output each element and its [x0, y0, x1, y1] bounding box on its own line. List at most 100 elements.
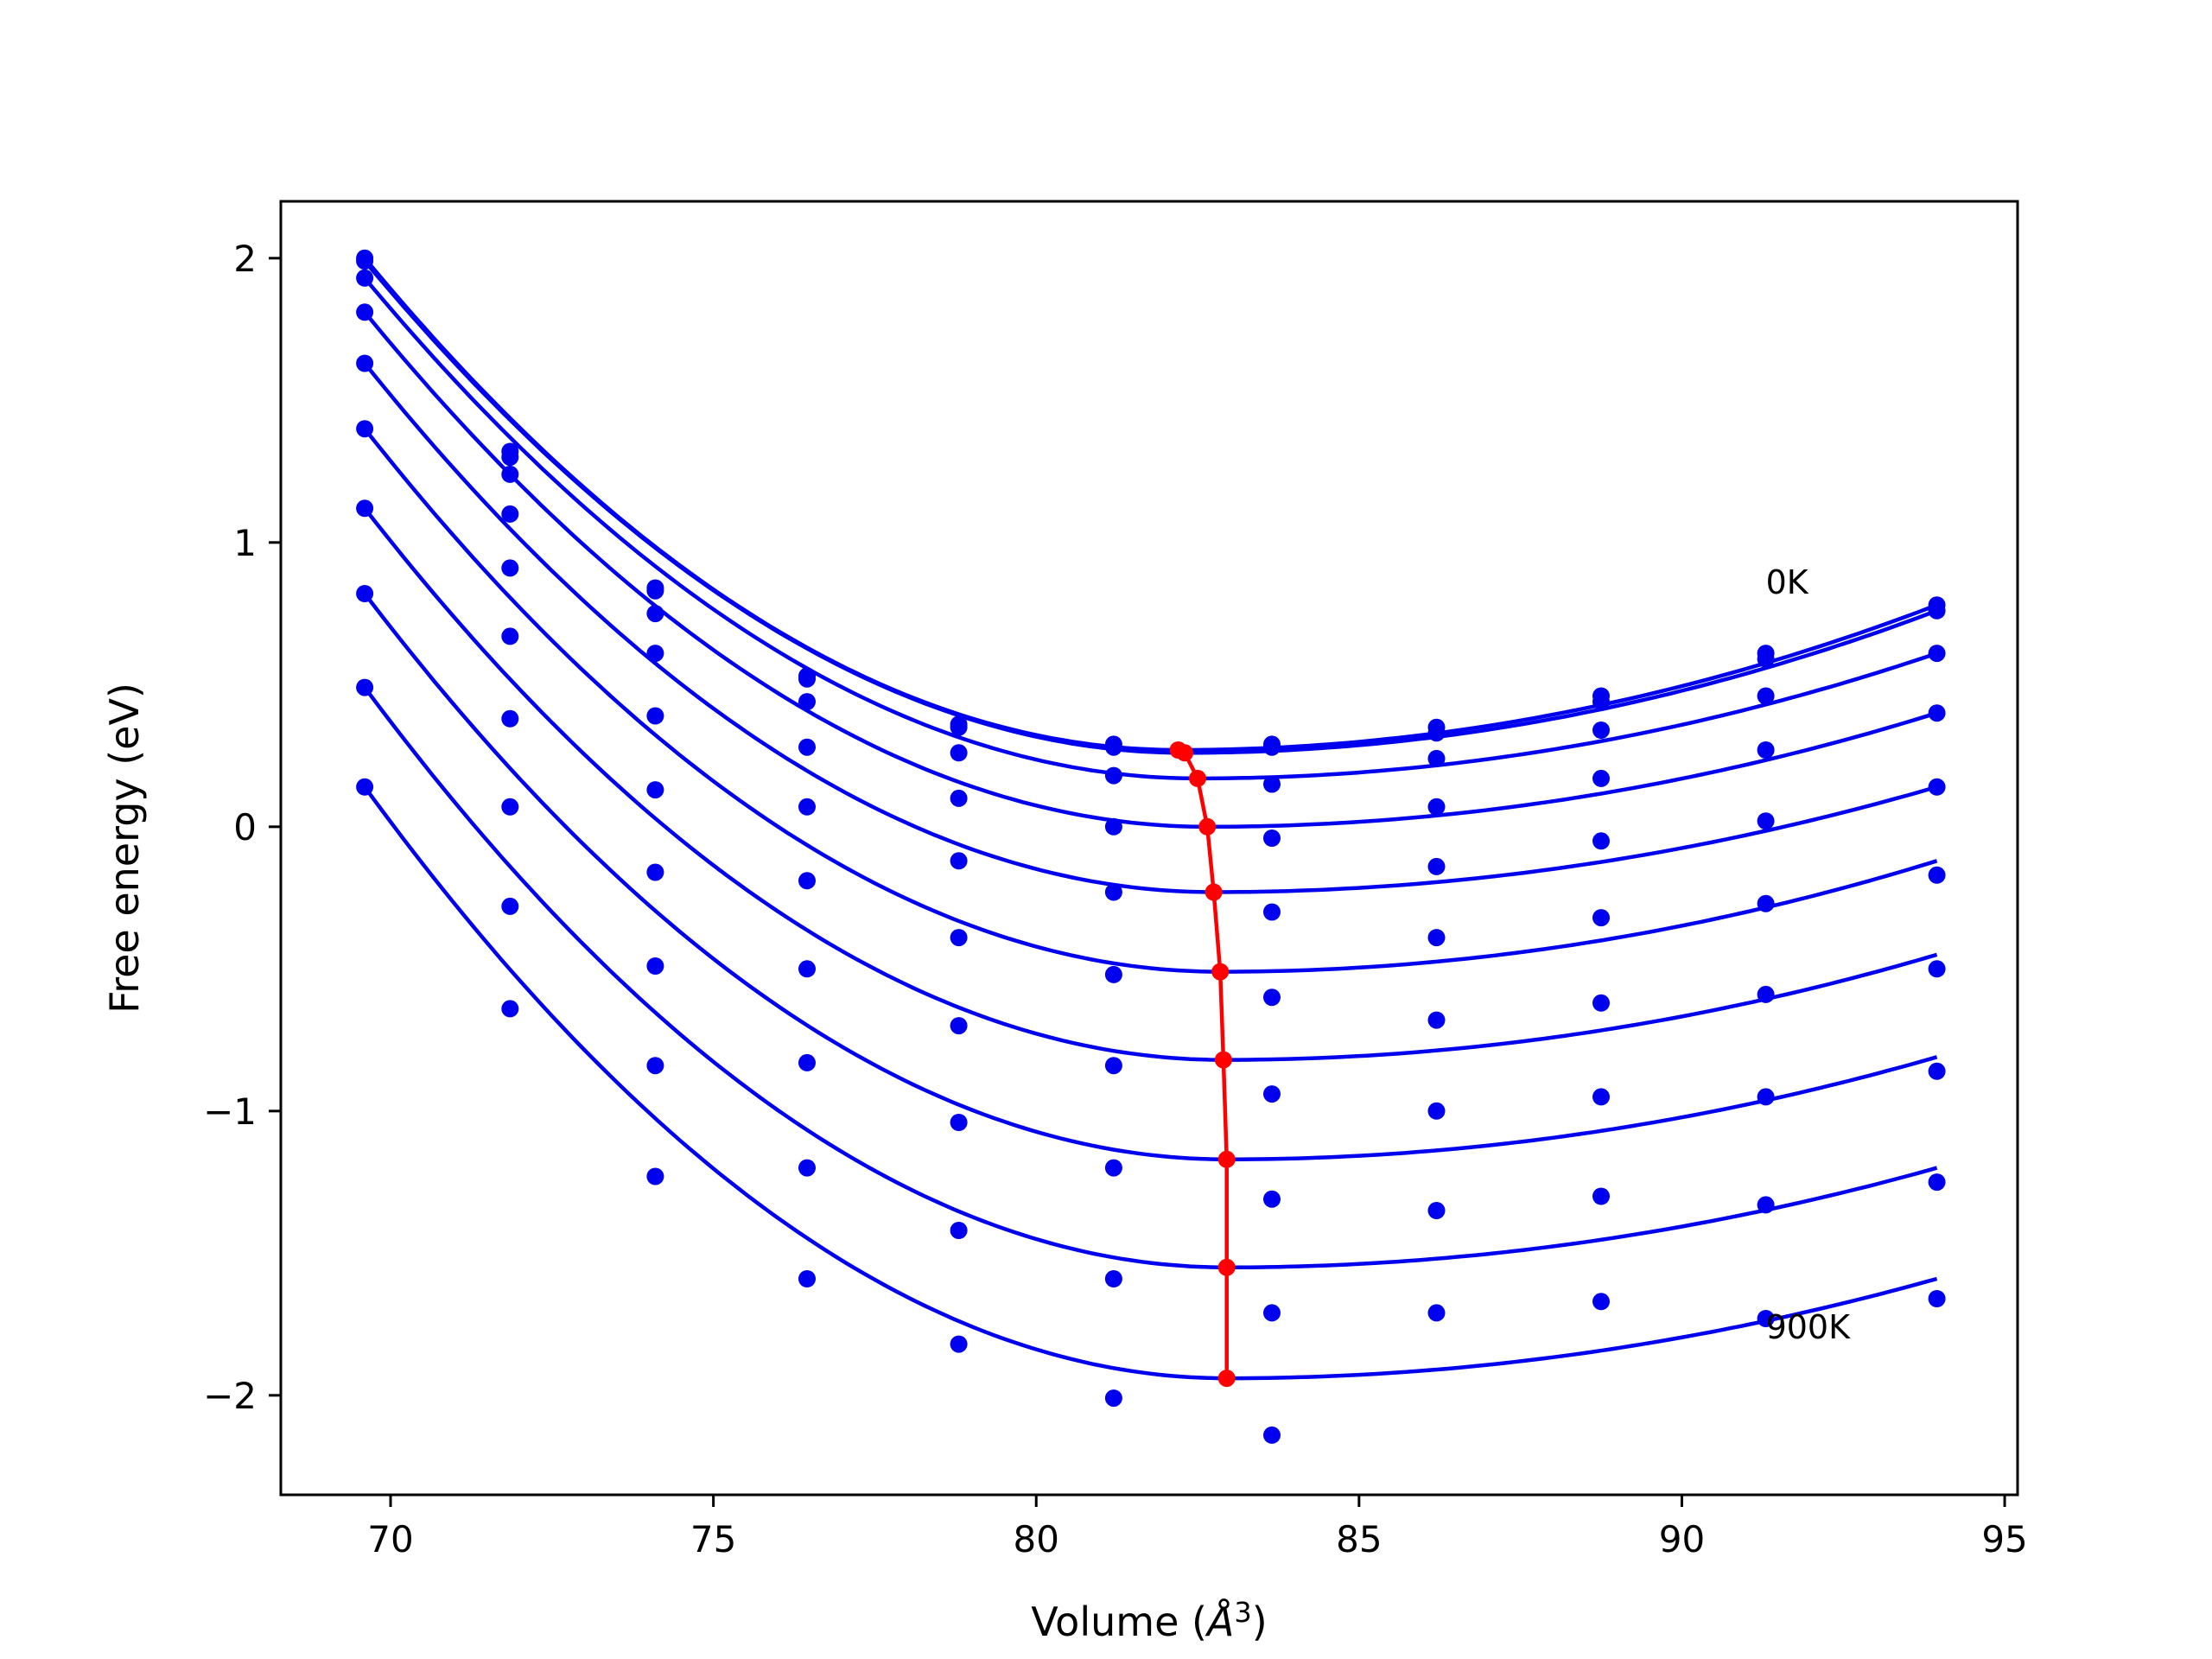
data-point-s2-p11: [1928, 601, 1946, 620]
y-tick-label-2: 2: [233, 238, 257, 280]
data-point-s7-p10: [1757, 985, 1775, 1003]
data-point-s5-p8: [1427, 857, 1446, 875]
minima-layer: [1169, 741, 1236, 1388]
data-point-s2-p1: [356, 252, 374, 270]
x-tick-label-85: 85: [1336, 1518, 1382, 1560]
data-point-s6-p7: [1263, 988, 1281, 1007]
annotation-bottom: 900K: [1766, 1308, 1852, 1346]
data-point-s5-p10: [1757, 812, 1775, 830]
data-point-s2-p3: [646, 582, 664, 600]
data-point-s10-p4: [798, 1270, 816, 1287]
data-point-s9-p7: [1263, 1304, 1281, 1322]
data-point-s9-p11: [1928, 1173, 1946, 1192]
data-point-s9-p9: [1592, 1187, 1610, 1205]
data-point-s6-p2: [501, 627, 519, 645]
data-point-s7-p7: [1263, 1085, 1281, 1103]
points-layer: [356, 249, 1946, 1444]
data-point-s2-p9: [1592, 693, 1610, 711]
data-point-s5-p3: [646, 707, 664, 725]
data-point-s3-p9: [1592, 721, 1610, 739]
data-point-s8-p6: [1104, 1159, 1122, 1177]
data-point-s3-p2: [501, 465, 519, 483]
data-point-s8-p9: [1592, 1088, 1610, 1106]
data-point-s4-p3: [646, 645, 664, 663]
data-point-s5-p1: [356, 354, 374, 372]
data-point-s6-p6: [1104, 965, 1122, 983]
plot-frame: [279, 200, 2019, 1497]
data-point-s5-p9: [1592, 832, 1610, 850]
data-point-s8-p8: [1427, 1102, 1446, 1120]
minimum-point-5: [1205, 883, 1223, 901]
data-point-s5-p7: [1263, 903, 1281, 921]
data-point-s8-p7: [1263, 1190, 1281, 1208]
data-point-s10-p6: [1104, 1389, 1122, 1408]
minimum-point-3: [1189, 769, 1206, 787]
data-point-s7-p5: [950, 1017, 968, 1035]
free-energy-curve-4: [363, 310, 1938, 830]
data-point-s10-p9: [1592, 1293, 1610, 1311]
data-point-s4-p11: [1928, 704, 1946, 722]
data-point-s9-p8: [1427, 1202, 1446, 1219]
curves-layer: [363, 257, 1938, 1381]
data-point-s7-p6: [1104, 1057, 1122, 1075]
data-point-s7-p9: [1592, 994, 1610, 1012]
data-point-s2-p2: [501, 448, 519, 467]
data-point-s4-p8: [1427, 798, 1446, 816]
data-point-s7-p11: [1928, 960, 1946, 978]
data-point-s6-p9: [1592, 909, 1610, 927]
data-point-s4-p7: [1263, 830, 1281, 847]
minima-line: [1177, 747, 1229, 1379]
minimum-point-4: [1198, 817, 1217, 836]
x-tick-label-80: 80: [1014, 1518, 1059, 1560]
data-point-s9-p10: [1757, 1196, 1775, 1214]
data-point-s6-p3: [646, 781, 664, 799]
data-point-s3-p5: [950, 744, 968, 762]
data-point-s3-p11: [1928, 645, 1946, 663]
data-point-s2-p7: [1263, 738, 1281, 756]
data-point-s3-p4: [798, 693, 816, 711]
minimum-point-2: [1176, 744, 1194, 762]
data-point-s9-p3: [646, 1057, 664, 1075]
free-energy-curve-7: [363, 506, 1938, 1062]
data-point-s8-p11: [1928, 1062, 1946, 1080]
data-point-s10-p10: [1757, 1310, 1775, 1327]
data-point-s9-p2: [501, 897, 519, 915]
data-point-s2-p6: [1104, 738, 1122, 756]
data-point-s10-p1: [356, 778, 374, 796]
data-point-s8-p10: [1757, 1088, 1775, 1106]
data-point-s4-p5: [950, 789, 968, 807]
minimum-point-7: [1214, 1051, 1232, 1069]
data-point-s10-p2: [501, 1000, 519, 1018]
data-point-s4-p9: [1592, 769, 1610, 787]
minimum-point-8: [1217, 1150, 1236, 1168]
data-point-s6-p5: [950, 929, 968, 947]
x-tick-label-70: 70: [367, 1518, 413, 1560]
data-point-s8-p5: [950, 1114, 968, 1131]
data-point-s2-p4: [798, 670, 816, 688]
data-point-s10-p7: [1263, 1426, 1281, 1444]
minimum-point-9: [1217, 1258, 1236, 1276]
data-point-s9-p5: [950, 1222, 968, 1239]
data-point-s6-p10: [1757, 894, 1775, 912]
data-point-s5-p5: [950, 852, 968, 870]
data-point-s4-p6: [1104, 817, 1122, 836]
data-point-s8-p3: [646, 957, 664, 975]
data-point-s5-p2: [501, 559, 519, 577]
data-point-s10-p11: [1928, 1290, 1946, 1307]
minimum-point-10: [1217, 1370, 1236, 1388]
data-point-s5-p4: [798, 798, 816, 816]
data-point-s6-p1: [356, 420, 374, 438]
y-tick-label-1: 1: [233, 522, 257, 564]
data-point-s7-p2: [501, 709, 519, 728]
data-point-s3-p1: [356, 269, 374, 287]
minimum-point-6: [1211, 963, 1230, 981]
data-point-s4-p1: [356, 303, 374, 321]
data-point-s8-p4: [798, 1053, 816, 1071]
free-energy-curve-8: [363, 592, 1938, 1162]
free-energy-curve-9: [363, 686, 1938, 1270]
data-point-s5-p6: [1104, 883, 1122, 901]
y-tick-label--1: −1: [203, 1090, 257, 1133]
y-axis-label: Free energy (eV): [101, 683, 148, 1014]
